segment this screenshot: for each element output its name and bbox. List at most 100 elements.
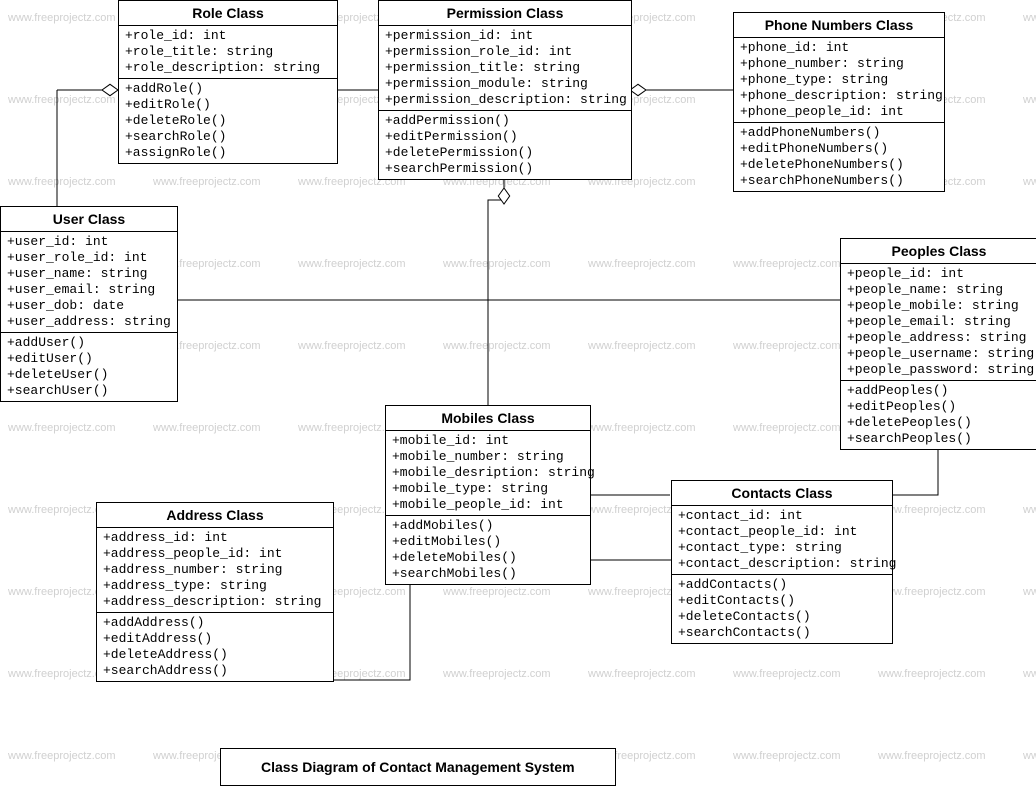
class-method: +addPhoneNumbers() — [740, 125, 938, 141]
class-method: +editPermission() — [385, 129, 625, 145]
watermark-text: www.freeprojectz.com — [1023, 94, 1036, 106]
class-attribute: +people_id: int — [847, 266, 1031, 282]
class-methods: +addPermission()+editPermission()+delete… — [379, 111, 631, 179]
diagram-title: Class Diagram of Contact Management Syst… — [220, 748, 616, 786]
class-attribute: +mobile_number: string — [392, 449, 584, 465]
watermark-text: www.freeprojectz.com — [153, 422, 261, 434]
watermark-text: www.freeprojectz.com — [153, 176, 261, 188]
class-attribute: +phone_type: string — [740, 72, 938, 88]
class-mobiles: Mobiles Class+mobile_id: int+mobile_numb… — [385, 405, 591, 585]
class-attribute: +people_username: string — [847, 346, 1031, 362]
class-attribute: +people_address: string — [847, 330, 1031, 346]
class-method: +searchContacts() — [678, 625, 886, 641]
class-attribute: +user_email: string — [7, 282, 171, 298]
class-attribute: +user_address: string — [7, 314, 171, 330]
class-attribute: +people_name: string — [847, 282, 1031, 298]
class-method: +deletePermission() — [385, 145, 625, 161]
class-attribute: +phone_people_id: int — [740, 104, 938, 120]
class-methods: +addPhoneNumbers()+editPhoneNumbers()+de… — [734, 123, 944, 191]
class-method: +assignRole() — [125, 145, 331, 161]
class-attribute: +contact_type: string — [678, 540, 886, 556]
class-attributes: +address_id: int+address_people_id: int+… — [97, 528, 333, 613]
class-title: Contacts Class — [672, 481, 892, 506]
class-attribute: +phone_id: int — [740, 40, 938, 56]
class-method: +deleteUser() — [7, 367, 171, 383]
class-attribute: +phone_description: string — [740, 88, 938, 104]
class-method: +addRole() — [125, 81, 331, 97]
watermark-text: www.freeprojectz.com — [588, 340, 696, 352]
class-method: +editPeoples() — [847, 399, 1031, 415]
watermark-text: www.freeprojectz.com — [878, 668, 986, 680]
watermark-text: www.freeprojectz.com — [1023, 176, 1036, 188]
watermark-text: www.freeprojectz.com — [588, 258, 696, 270]
class-title: Role Class — [119, 1, 337, 26]
class-methods: +addRole()+editRole()+deleteRole()+searc… — [119, 79, 337, 163]
watermark-text: www.freeprojectz.com — [733, 422, 841, 434]
watermark-text: www.freeprojectz.com — [8, 176, 116, 188]
class-method: +deleteRole() — [125, 113, 331, 129]
class-attributes: +mobile_id: int+mobile_number: string+mo… — [386, 431, 590, 516]
class-attribute: +user_dob: date — [7, 298, 171, 314]
watermark-text: www.freeprojectz.com — [878, 504, 986, 516]
class-method: +searchMobiles() — [392, 566, 584, 582]
class-title: Address Class — [97, 503, 333, 528]
watermark-text: www.freeprojectz.com — [1023, 668, 1036, 680]
class-method: +searchPhoneNumbers() — [740, 173, 938, 189]
class-method: +searchRole() — [125, 129, 331, 145]
class-role: Role Class+role_id: int+role_title: stri… — [118, 0, 338, 164]
class-title: Permission Class — [379, 1, 631, 26]
class-method: +searchUser() — [7, 383, 171, 399]
class-method: +editRole() — [125, 97, 331, 113]
class-attributes: +contact_id: int+contact_people_id: int+… — [672, 506, 892, 575]
class-attribute: +contact_description: string — [678, 556, 886, 572]
class-attribute: +permission_role_id: int — [385, 44, 625, 60]
watermark-text: www.freeprojectz.com — [443, 586, 551, 598]
class-attribute: +permission_module: string — [385, 76, 625, 92]
watermark-text: www.freeprojectz.com — [443, 668, 551, 680]
watermark-text: www.freeprojectz.com — [443, 340, 551, 352]
class-attribute: +permission_title: string — [385, 60, 625, 76]
watermark-text: www.freeprojectz.com — [878, 750, 986, 762]
class-attributes: +phone_id: int+phone_number: string+phon… — [734, 38, 944, 123]
class-contacts: Contacts Class+contact_id: int+contact_p… — [671, 480, 893, 644]
class-attribute: +role_description: string — [125, 60, 331, 76]
class-title: Mobiles Class — [386, 406, 590, 431]
watermark-text: www.freeprojectz.com — [1023, 750, 1036, 762]
class-attributes: +people_id: int+people_name: string +peop… — [841, 264, 1036, 381]
class-attribute: +address_number: string — [103, 562, 327, 578]
class-methods: +addUser()+editUser()+deleteUser()+searc… — [1, 333, 177, 401]
class-user: User Class+user_id: int+user_role_id: in… — [0, 206, 178, 402]
class-title: User Class — [1, 207, 177, 232]
class-method: +searchPeoples() — [847, 431, 1031, 447]
watermark-text: www.freeprojectz.com — [588, 668, 696, 680]
class-attribute: +permission_description: string — [385, 92, 625, 108]
watermark-text: www.freeprojectz.com — [588, 422, 696, 434]
class-method: +addPermission() — [385, 113, 625, 129]
class-attribute: +role_id: int — [125, 28, 331, 44]
class-attributes: +role_id: int+role_title: string+role_de… — [119, 26, 337, 79]
class-attribute: +mobile_people_id: int — [392, 497, 584, 513]
class-method: +addUser() — [7, 335, 171, 351]
class-method: +addPeoples() — [847, 383, 1031, 399]
class-attribute: +people_email: string — [847, 314, 1031, 330]
class-attributes: +user_id: int+user_role_id: int+user_nam… — [1, 232, 177, 333]
class-method: +deleteContacts() — [678, 609, 886, 625]
class-methods: +addContacts()+editContacts()+deleteCont… — [672, 575, 892, 643]
class-attribute: +user_id: int — [7, 234, 171, 250]
class-attribute: +people_password: string — [847, 362, 1031, 378]
class-phone: Phone Numbers Class+phone_id: int+phone_… — [733, 12, 945, 192]
class-method: +searchPermission() — [385, 161, 625, 177]
watermark-text: www.freeprojectz.com — [8, 750, 116, 762]
class-attribute: +role_title: string — [125, 44, 331, 60]
class-title: Phone Numbers Class — [734, 13, 944, 38]
class-method: +deletePhoneNumbers() — [740, 157, 938, 173]
class-method: +addContacts() — [678, 577, 886, 593]
class-methods: +addAddress()+editAddress()+deleteAddres… — [97, 613, 333, 681]
class-attribute: +permission_id: int — [385, 28, 625, 44]
class-attribute: +mobile_type: string — [392, 481, 584, 497]
class-method: +editContacts() — [678, 593, 886, 609]
class-attribute: +address_type: string — [103, 578, 327, 594]
class-methods: +addPeoples()+editPeoples()+deletePeople… — [841, 381, 1036, 449]
class-attribute: +contact_id: int — [678, 508, 886, 524]
class-method: +editAddress() — [103, 631, 327, 647]
